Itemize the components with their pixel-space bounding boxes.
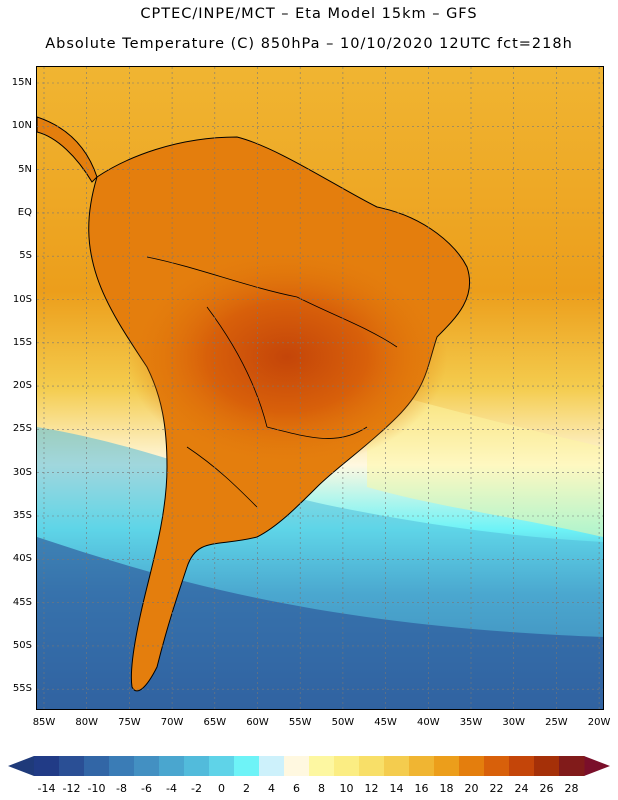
colorbar-box (509, 756, 535, 776)
lat-label: 25S (12, 423, 32, 435)
colorbar-box (359, 756, 385, 776)
colorbar-label: -10 (87, 782, 106, 795)
lat-label: 50S (12, 639, 32, 651)
colorbar-over-triangle (584, 756, 610, 776)
colorbar-box (109, 756, 135, 776)
colorbar-label: 10 (339, 782, 354, 795)
colorbar-under-triangle (8, 756, 34, 776)
colorbar-label: 18 (439, 782, 454, 795)
lon-label: 80W (75, 717, 98, 728)
lon-label: 45W (374, 717, 397, 728)
lon-label: 55W (288, 717, 312, 728)
colorbar-box (284, 756, 310, 776)
colorbar-box (84, 756, 110, 776)
colorbar-box (159, 756, 185, 776)
lat-label: 15N (11, 77, 32, 88)
lat-label: EQ (17, 206, 32, 218)
lat-label: 30S (12, 466, 32, 478)
colorbar-label: 2 (243, 782, 250, 795)
colorbar-box (559, 756, 585, 776)
colorbar-box (134, 756, 160, 776)
colorbar-label: -6 (141, 782, 152, 795)
colorbar-label: 16 (414, 782, 429, 795)
colorbar-box (184, 756, 210, 776)
warm-atlantic-band (367, 387, 603, 537)
colorbar-label: -12 (62, 782, 81, 795)
colorbar-label: 20 (464, 782, 479, 795)
lat-label: 10N (11, 120, 32, 132)
colorbar-box (59, 756, 85, 776)
lon-label: 40W (416, 717, 440, 728)
colorbar-label: -14 (37, 782, 56, 795)
colorbar-box (334, 756, 360, 776)
lon-label: 65W (203, 717, 227, 728)
lon-label: 25W (545, 717, 568, 728)
colorbar-label: 26 (539, 782, 554, 795)
country-borders (146, 256, 398, 508)
graticule (37, 67, 603, 709)
colorbar-box (259, 756, 285, 776)
colorbar-label: -2 (191, 782, 202, 795)
colorbar-box (234, 756, 260, 776)
colorbar-box (34, 756, 60, 776)
colorbar-box (209, 756, 235, 776)
colorbar-box (384, 756, 410, 776)
colorbar-box (484, 756, 510, 776)
colorbar-label: 8 (318, 782, 325, 795)
lat-label: 15S (12, 336, 32, 348)
title-line-2: Absolute Temperature (C) 850hPa – 10/10/… (45, 36, 573, 52)
lon-label: 30W (502, 717, 525, 728)
temperature-map (36, 66, 604, 710)
lon-label: 75W (118, 717, 141, 728)
colorbar-label: 6 (293, 782, 300, 795)
lat-label: 40S (12, 553, 32, 565)
colorbar-label: 0 (218, 782, 225, 795)
colorbar-label: 14 (389, 782, 404, 795)
colorbar-label: -8 (116, 782, 127, 795)
lon-label: 70W (160, 717, 184, 728)
colorbar-label: -4 (166, 782, 177, 795)
colorbar-label: 24 (514, 782, 529, 795)
lon-label: 50W (331, 717, 355, 728)
colorbar-label: 28 (564, 782, 579, 795)
lat-label: 55S (12, 683, 32, 695)
lat-label: 35S (12, 510, 32, 521)
lat-label: 45S (12, 596, 32, 608)
colorbar-box (434, 756, 460, 776)
colorbar-label: 12 (364, 782, 379, 795)
lon-label: 85W (32, 717, 56, 728)
lon-label: 35W (459, 717, 483, 728)
title-line-1: CPTEC/INPE/MCT – Eta Model 15km – GFS (140, 6, 478, 22)
colorbar-box (309, 756, 335, 776)
colorbar-label: 4 (268, 782, 275, 795)
map-canvas (37, 67, 603, 709)
colorbar (8, 756, 610, 776)
colorbar-box (534, 756, 560, 776)
colorbar-label: 22 (489, 782, 504, 795)
colorbar-boxes (34, 756, 585, 776)
lon-label: 20W (587, 717, 611, 728)
hot-core-region (127, 247, 447, 467)
central-america-land (37, 116, 98, 183)
lat-label: 5S (19, 250, 32, 262)
colorbar-box (459, 756, 485, 776)
colorbar-box (409, 756, 435, 776)
lat-label: 10S (12, 293, 32, 305)
lon-label: 60W (246, 717, 269, 728)
lat-label: 20S (12, 380, 32, 392)
lat-label: 5N (18, 163, 32, 175)
